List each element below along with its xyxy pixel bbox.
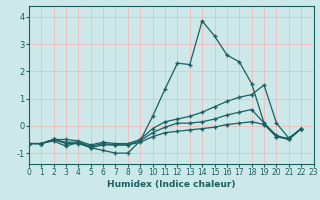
X-axis label: Humidex (Indice chaleur): Humidex (Indice chaleur) <box>107 180 236 189</box>
